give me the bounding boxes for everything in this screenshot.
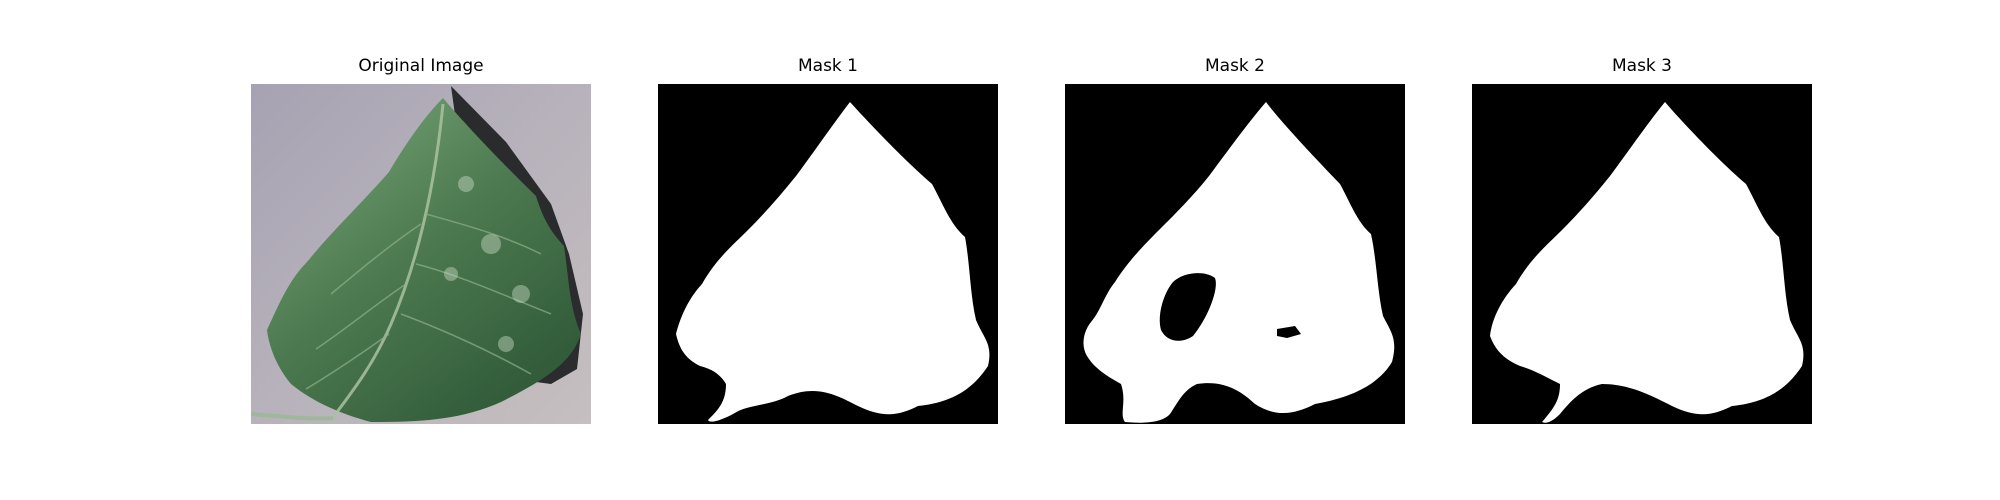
panel-mask-1: Mask 1 xyxy=(658,0,998,500)
mask-2-image xyxy=(1065,84,1405,424)
leaf-veins xyxy=(305,213,552,390)
mask-foreground xyxy=(1083,102,1395,423)
original-image xyxy=(251,84,591,424)
leaf-midrib xyxy=(329,103,445,421)
mask-foreground xyxy=(1490,102,1804,423)
mask-hole xyxy=(1159,273,1216,341)
panel-original-image: Original Image xyxy=(251,0,591,500)
leaf xyxy=(267,98,581,422)
panel-title: Mask 1 xyxy=(797,56,858,76)
mask-speck xyxy=(1277,326,1301,338)
leaf-highlights xyxy=(444,176,530,352)
mask-1-image xyxy=(658,84,998,424)
panel-title: Mask 2 xyxy=(1204,56,1265,76)
mask-3-image xyxy=(1472,84,1812,424)
leaf-petiole xyxy=(251,412,334,421)
panel-mask-2: Mask 2 xyxy=(1065,0,1405,500)
panel-title: Mask 3 xyxy=(1611,56,1672,76)
mask-foreground xyxy=(676,102,990,422)
panel-title: Original Image xyxy=(358,56,484,76)
panel-mask-3: Mask 3 xyxy=(1472,0,1812,500)
